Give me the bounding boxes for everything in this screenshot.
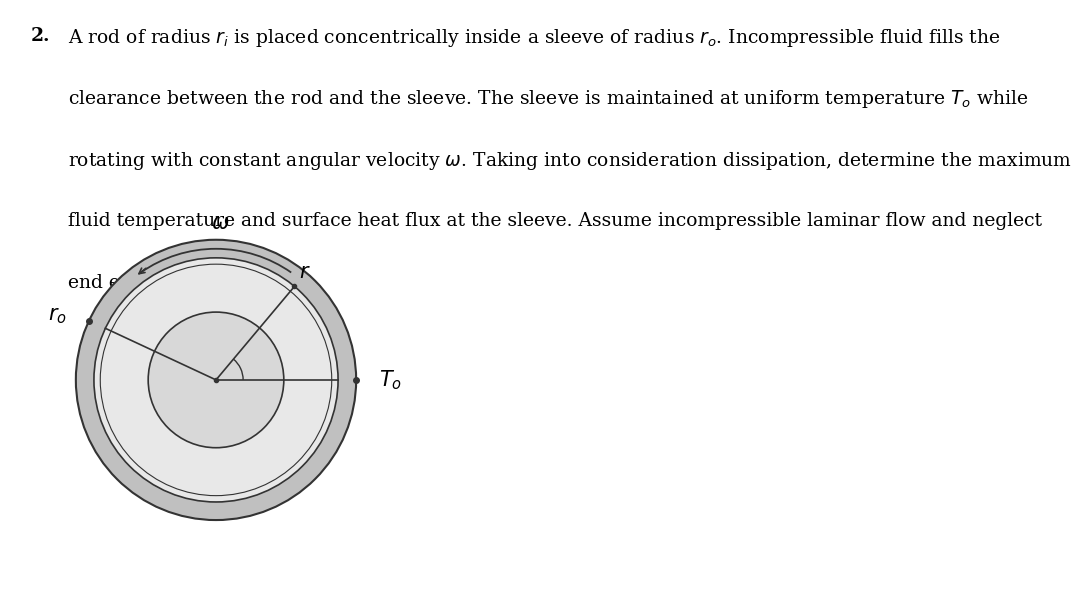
Text: $\omega$: $\omega$ xyxy=(212,214,230,233)
Circle shape xyxy=(76,240,356,520)
Text: A rod of radius $r_i$ is placed concentrically inside a sleeve of radius $r_o$. : A rod of radius $r_i$ is placed concentr… xyxy=(68,27,1000,48)
Text: $\theta$: $\theta$ xyxy=(244,354,257,373)
Text: stationary: stationary xyxy=(160,464,272,482)
Text: $r$: $r$ xyxy=(299,263,311,282)
Circle shape xyxy=(94,258,338,502)
Text: 2.: 2. xyxy=(30,27,50,45)
Text: clearance between the rod and the sleeve. The sleeve is maintained at uniform te: clearance between the rod and the sleeve… xyxy=(68,88,1028,110)
Text: $T_o$: $T_o$ xyxy=(379,368,402,392)
Text: $r_i$: $r_i$ xyxy=(167,352,183,372)
Text: $0$: $0$ xyxy=(210,399,222,419)
Text: end effects.: end effects. xyxy=(68,274,178,292)
Text: $r_o$: $r_o$ xyxy=(48,306,67,326)
Text: fluid temperature and surface heat flux at the sleeve. Assume incompressible lam: fluid temperature and surface heat flux … xyxy=(68,212,1042,230)
Circle shape xyxy=(148,312,284,448)
Text: rotating with constant angular velocity $\omega$. Taking into consideration diss: rotating with constant angular velocity … xyxy=(68,150,1072,172)
Circle shape xyxy=(100,264,332,495)
